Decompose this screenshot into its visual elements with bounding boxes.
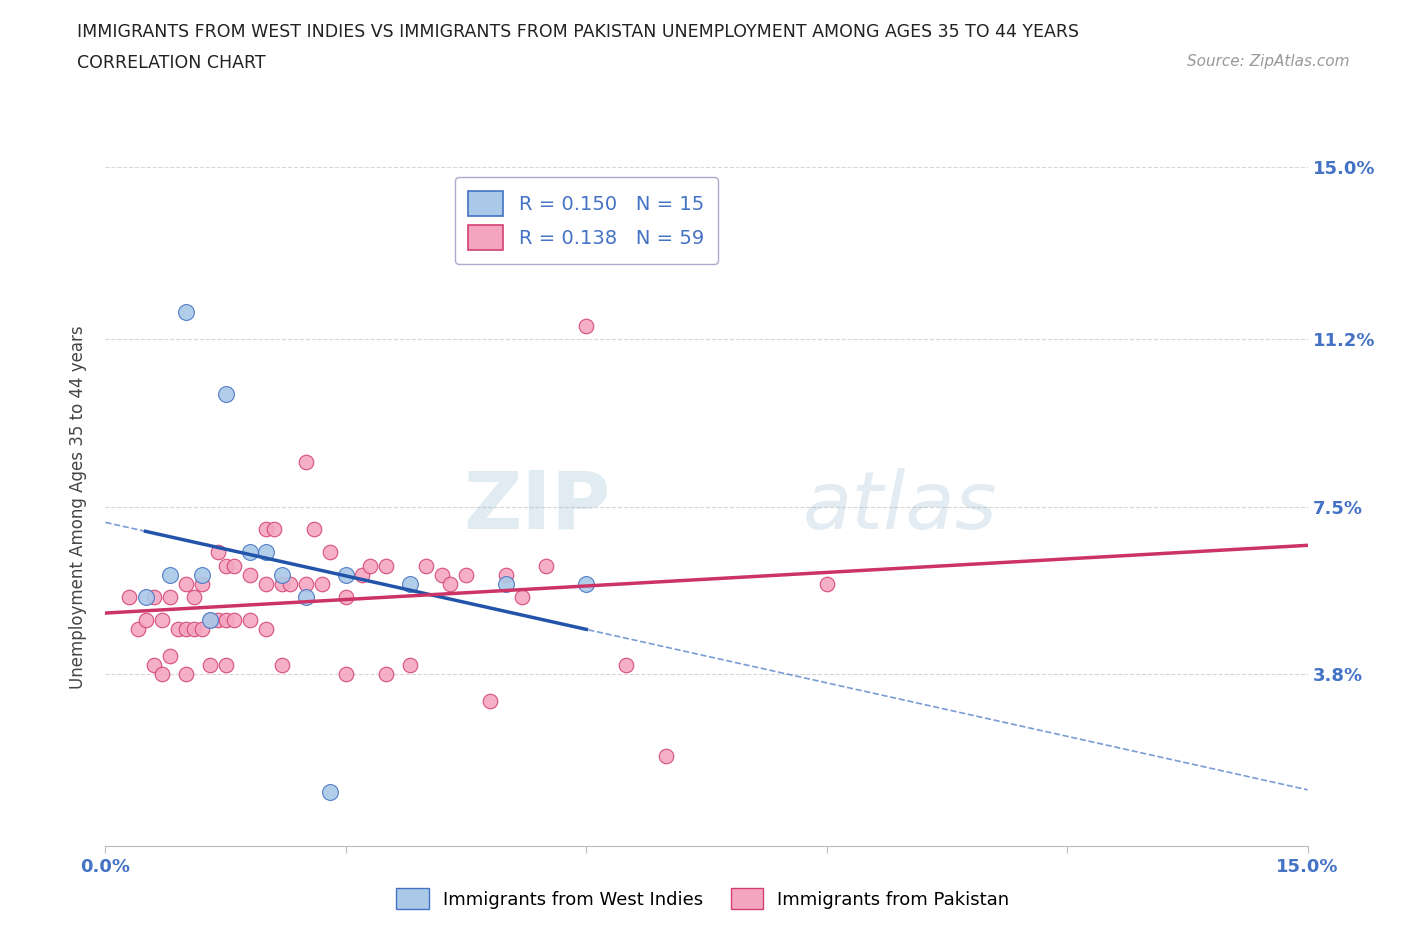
- Point: [214, 558, 236, 573]
- Point: [159, 649, 181, 664]
- Point: [198, 658, 221, 672]
- Point: [495, 577, 517, 591]
- Point: [150, 667, 173, 682]
- Point: [655, 749, 678, 764]
- Point: [270, 658, 292, 672]
- Point: [454, 567, 477, 582]
- Point: [214, 386, 236, 401]
- Text: atlas: atlas: [803, 468, 997, 546]
- Point: [159, 590, 181, 604]
- Point: [214, 658, 236, 672]
- Point: [575, 318, 598, 333]
- Point: [302, 522, 325, 537]
- Point: [575, 577, 598, 591]
- Point: [254, 577, 277, 591]
- Text: ZIP: ZIP: [463, 468, 610, 546]
- Point: [174, 577, 197, 591]
- Point: [239, 613, 262, 628]
- Point: [295, 577, 318, 591]
- Point: [135, 613, 157, 628]
- Point: [222, 558, 245, 573]
- Point: [183, 590, 205, 604]
- Point: [142, 590, 165, 604]
- Point: [399, 658, 422, 672]
- Point: [198, 613, 221, 628]
- Point: [198, 613, 221, 628]
- Y-axis label: Unemployment Among Ages 35 to 44 years: Unemployment Among Ages 35 to 44 years: [69, 326, 87, 688]
- Point: [174, 305, 197, 320]
- Point: [350, 567, 373, 582]
- Point: [207, 545, 229, 560]
- Point: [118, 590, 141, 604]
- Point: [270, 577, 292, 591]
- Point: [399, 577, 422, 591]
- Point: [190, 577, 212, 591]
- Text: Source: ZipAtlas.com: Source: ZipAtlas.com: [1187, 54, 1350, 69]
- Point: [214, 613, 236, 628]
- Point: [190, 567, 212, 582]
- Point: [319, 545, 342, 560]
- Point: [374, 558, 398, 573]
- Point: [479, 694, 502, 709]
- Point: [335, 567, 357, 582]
- Point: [150, 613, 173, 628]
- Legend: R = 0.150   N = 15, R = 0.138   N = 59: R = 0.150 N = 15, R = 0.138 N = 59: [454, 177, 718, 264]
- Point: [254, 621, 277, 636]
- Point: [335, 590, 357, 604]
- Point: [534, 558, 557, 573]
- Point: [222, 613, 245, 628]
- Point: [311, 577, 333, 591]
- Point: [270, 567, 292, 582]
- Point: [335, 667, 357, 682]
- Point: [239, 545, 262, 560]
- Point: [510, 590, 533, 604]
- Text: CORRELATION CHART: CORRELATION CHART: [77, 54, 266, 72]
- Point: [239, 567, 262, 582]
- Point: [374, 667, 398, 682]
- Point: [495, 567, 517, 582]
- Point: [359, 558, 381, 573]
- Point: [135, 590, 157, 604]
- Point: [254, 522, 277, 537]
- Point: [159, 567, 181, 582]
- Point: [295, 590, 318, 604]
- Point: [207, 613, 229, 628]
- Point: [815, 577, 838, 591]
- Point: [263, 522, 285, 537]
- Point: [616, 658, 638, 672]
- Point: [439, 577, 461, 591]
- Point: [174, 667, 197, 682]
- Point: [127, 621, 149, 636]
- Point: [430, 567, 453, 582]
- Point: [142, 658, 165, 672]
- Point: [278, 577, 301, 591]
- Point: [183, 621, 205, 636]
- Point: [319, 785, 342, 800]
- Point: [415, 558, 437, 573]
- Point: [254, 545, 277, 560]
- Point: [166, 621, 188, 636]
- Point: [295, 454, 318, 469]
- Legend: Immigrants from West Indies, Immigrants from Pakistan: Immigrants from West Indies, Immigrants …: [389, 881, 1017, 916]
- Point: [190, 621, 212, 636]
- Point: [174, 621, 197, 636]
- Text: IMMIGRANTS FROM WEST INDIES VS IMMIGRANTS FROM PAKISTAN UNEMPLOYMENT AMONG AGES : IMMIGRANTS FROM WEST INDIES VS IMMIGRANT…: [77, 23, 1080, 41]
